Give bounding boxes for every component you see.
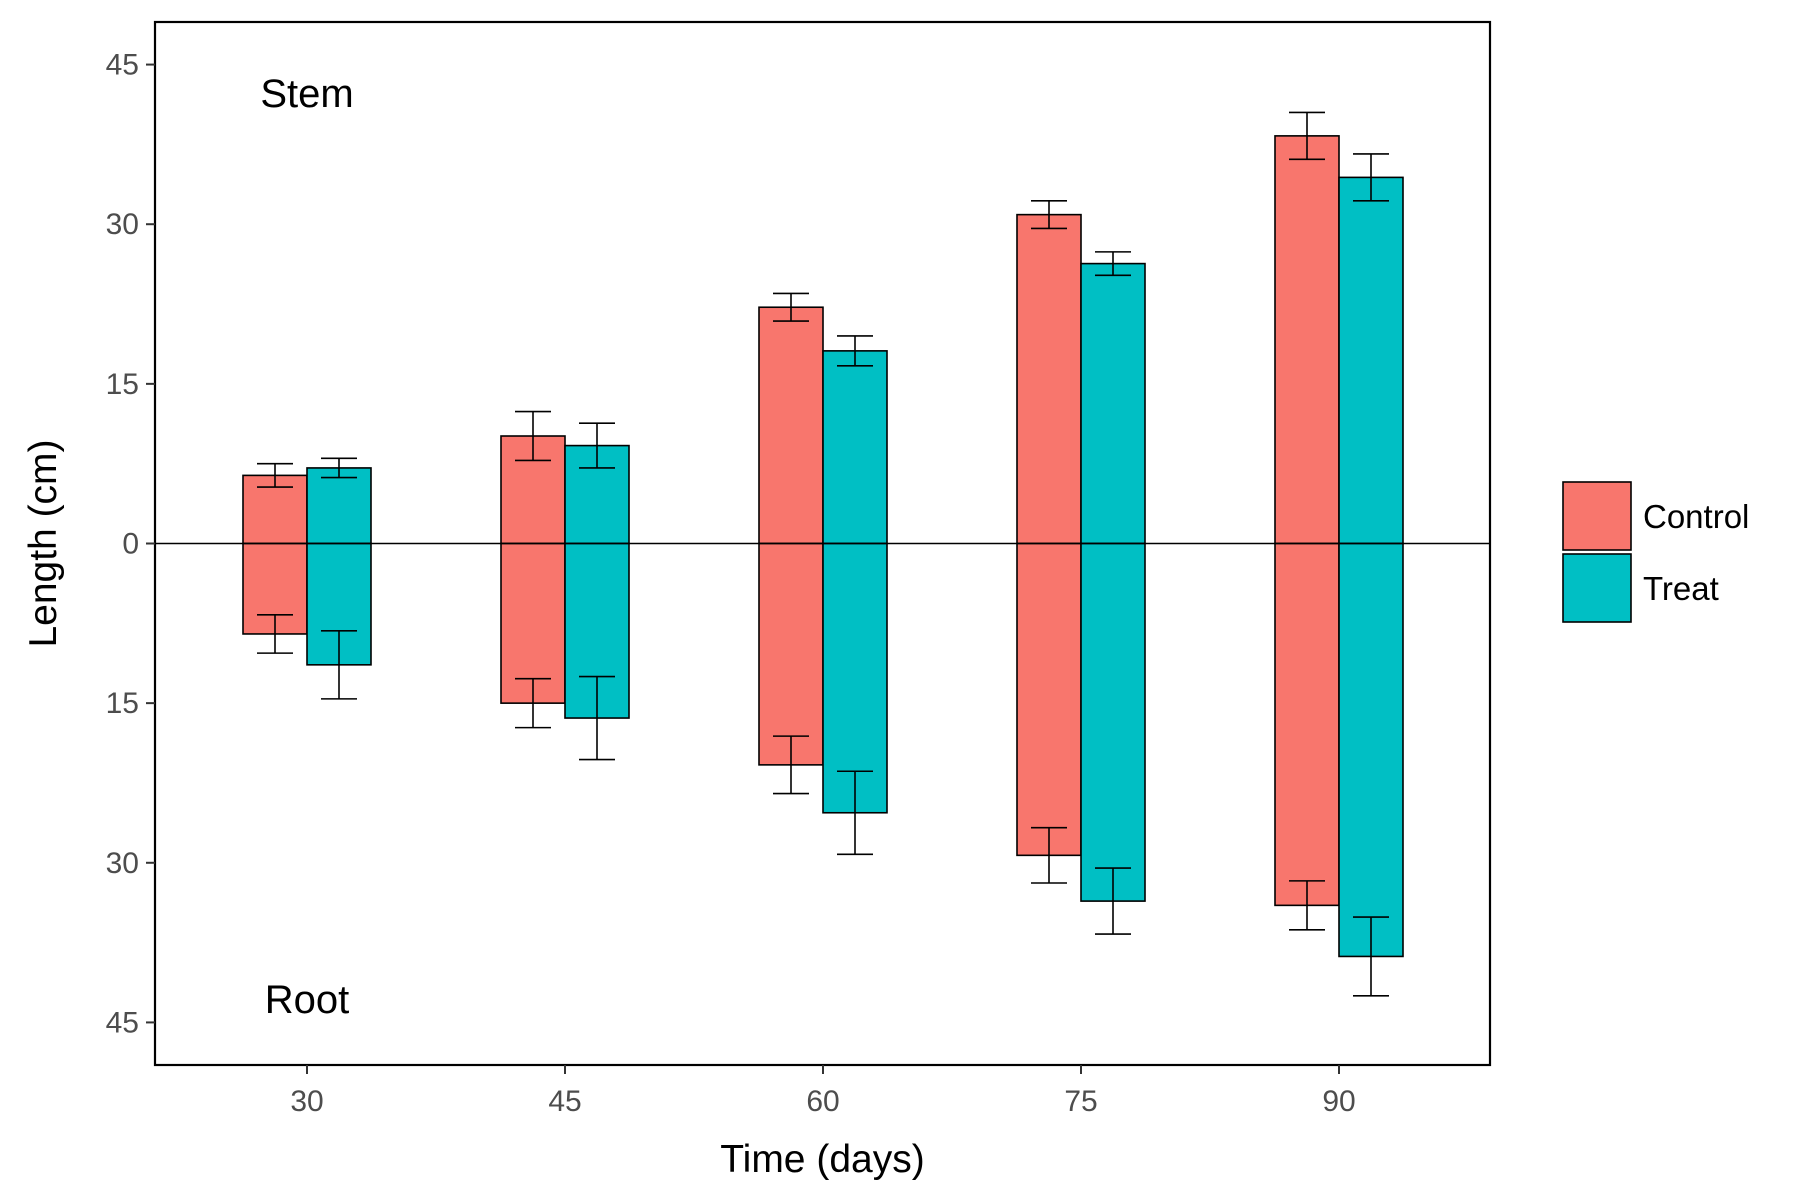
x-axis-title: Time (days) <box>720 1138 924 1181</box>
x-tick-label: 60 <box>806 1085 839 1118</box>
bar-treat-stem-30 <box>306 467 372 545</box>
x-tick-label: 75 <box>1064 1085 1097 1118</box>
errorbar-treat-root-75 <box>1095 867 1131 935</box>
errorbar-treat-root-60 <box>837 770 873 856</box>
errorbar-control-stem-75 <box>1031 200 1067 230</box>
bar-control-stem-60 <box>758 306 824 545</box>
x-tick-label: 90 <box>1322 1085 1355 1118</box>
y-axis-title: Length (cm) <box>22 439 65 647</box>
errorbar-treat-stem-90 <box>1353 153 1389 202</box>
errorbar-control-root-90 <box>1289 880 1325 931</box>
legend-key-treat <box>1562 553 1632 623</box>
legend: Control Treat <box>1562 481 1749 623</box>
bar-control-root-75 <box>1016 542 1082 857</box>
y-tick-label: 15 <box>106 687 139 720</box>
plot-marks <box>155 111 1490 997</box>
errorbar-treat-stem-30 <box>321 457 357 479</box>
bar-treat-root-90 <box>1338 542 1404 958</box>
bar-treat-stem-90 <box>1338 176 1404 545</box>
y-tick-label: 30 <box>106 208 139 241</box>
y-tick-label: 45 <box>106 49 139 82</box>
bar-treat-root-60 <box>822 542 888 814</box>
bar-control-root-60 <box>758 542 824 766</box>
errorbar-control-root-45 <box>515 677 551 729</box>
legend-label-treat: Treat <box>1643 570 1719 607</box>
errorbar-control-stem-60 <box>773 292 809 322</box>
bar-control-stem-90 <box>1274 135 1340 545</box>
bar-control-stem-75 <box>1016 213 1082 545</box>
x-tick-label: 30 <box>290 1085 323 1118</box>
bar-control-root-90 <box>1274 542 1340 907</box>
y-tick-label: 0 <box>122 528 139 561</box>
legend-key-control <box>1562 481 1632 551</box>
errorbar-treat-stem-45 <box>579 422 615 469</box>
annotation-stem: Stem <box>260 72 353 116</box>
x-tick-label: 45 <box>548 1085 581 1118</box>
errorbar-treat-root-90 <box>1353 916 1389 997</box>
errorbar-treat-root-30 <box>321 629 357 700</box>
errorbar-control-stem-45 <box>515 410 551 462</box>
bar-treat-stem-75 <box>1080 262 1146 545</box>
errorbar-treat-stem-75 <box>1095 251 1131 277</box>
y-tick-label: 30 <box>106 847 139 880</box>
legend-label-control: Control <box>1643 498 1749 535</box>
bar-treat-root-75 <box>1080 542 1146 902</box>
errorbar-control-root-60 <box>773 735 809 795</box>
errorbar-control-stem-90 <box>1289 111 1325 161</box>
errorbar-treat-stem-60 <box>837 335 873 367</box>
y-tick-label: 15 <box>106 368 139 401</box>
errorbar-control-stem-30 <box>257 462 293 488</box>
bar-treat-stem-60 <box>822 350 888 545</box>
errorbar-control-root-30 <box>257 614 293 654</box>
errorbar-treat-root-45 <box>579 675 615 761</box>
annotation-root: Root <box>265 978 350 1022</box>
axes: 45 30 15 0 15 30 45 30 45 60 75 90 <box>106 49 1356 1118</box>
errorbar-control-root-75 <box>1031 826 1067 884</box>
y-tick-label: 45 <box>106 1006 139 1039</box>
